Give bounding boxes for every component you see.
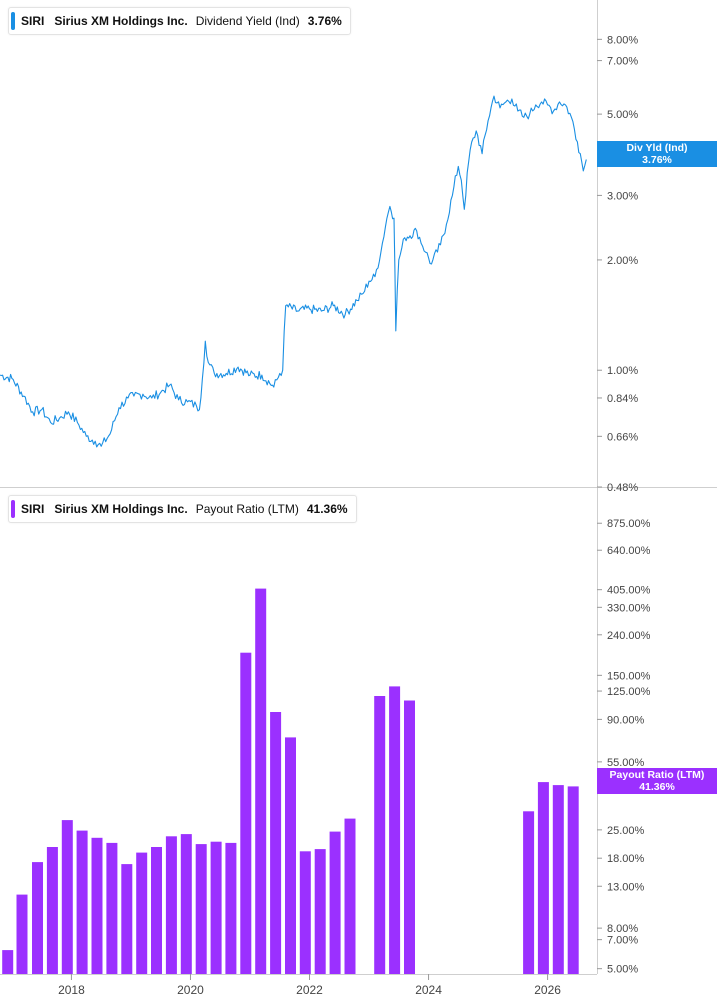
dividend-yield-line [0, 95, 587, 448]
y-tick-label: 2.00% [607, 255, 638, 267]
payout-bar [240, 652, 252, 974]
y-tick-label: 0.48% [607, 482, 638, 494]
payout-bar [344, 818, 356, 974]
payout-bar [285, 737, 296, 974]
payout-bar [389, 686, 401, 974]
legend-value: 41.36% [306, 502, 348, 516]
payout-bar [329, 831, 341, 974]
payout-bar [106, 842, 118, 974]
payout-ratio-plot [2, 588, 579, 974]
y-tick-label: 8.00% [607, 923, 638, 935]
div-yld-value-tag: Div Yld (Ind) 3.76% [597, 141, 717, 167]
dividend-yield-legend[interactable]: SIRI Sirius XM Holdings Inc. Dividend Yi… [8, 7, 351, 35]
x-axis-ticks: 2018 2020 2022 2024 2026 [58, 974, 561, 997]
y-tick-label: 90.00% [607, 714, 645, 726]
x-tick-label: 2022 [296, 983, 323, 997]
payout-ratio-legend[interactable]: SIRI Sirius XM Holdings Inc. Payout Rati… [8, 495, 357, 523]
payout-bar [16, 894, 28, 974]
y-tick-label: 25.00% [607, 825, 645, 837]
x-tick-label: 2018 [58, 983, 85, 997]
y-tick-label: 3.00% [607, 190, 638, 202]
y-axis-ticks: 8.00%7.00%5.00%3.00%2.00%1.00%0.84%0.66%… [597, 34, 651, 976]
payout-bar [180, 834, 192, 974]
tag-label: Payout Ratio (LTM) [609, 769, 705, 781]
y-tick-label: 330.00% [607, 602, 651, 614]
payout-bar [91, 837, 103, 974]
payout-bar [537, 782, 549, 974]
y-tick-label: 7.00% [607, 935, 638, 947]
payout-bar [210, 841, 222, 974]
y-tick-label: 1.00% [607, 365, 638, 377]
x-tick-label: 2026 [534, 983, 561, 997]
y-tick-label: 125.00% [607, 686, 651, 698]
payout-bar [121, 864, 133, 974]
payout-bar [374, 696, 386, 974]
x-tick-label: 2020 [177, 983, 204, 997]
y-tick-label: 875.00% [607, 518, 651, 530]
payout-bar [552, 785, 564, 974]
payout-bar [61, 820, 73, 974]
y-tick-label: 8.00% [607, 34, 638, 46]
y-tick-label: 240.00% [607, 630, 651, 642]
tag-value: 41.36% [639, 781, 675, 793]
legend-metric: Dividend Yield (Ind) [195, 14, 300, 28]
y-tick-label: 0.66% [607, 431, 638, 443]
payout-bar [165, 836, 177, 974]
payout-bar [195, 844, 207, 974]
legend-metric: Payout Ratio (LTM) [195, 502, 299, 516]
y-tick-label: 13.00% [607, 881, 645, 893]
payout-bar [314, 849, 326, 974]
payout-bar [270, 712, 282, 974]
y-tick-label: 55.00% [607, 757, 645, 769]
payout-bar [32, 862, 43, 974]
payout-bar [567, 786, 579, 974]
legend-company: Sirius XM Holdings Inc. [54, 14, 188, 28]
x-tick-label: 2024 [415, 983, 442, 997]
yield-legend-swatch [11, 12, 15, 30]
payout-legend-swatch [11, 500, 15, 518]
y-tick-label: 7.00% [607, 56, 638, 68]
payout-bar [404, 700, 415, 974]
tag-label: Div Yld (Ind) [626, 142, 688, 154]
payout-ratio-value-tag: Payout Ratio (LTM) 41.36% [597, 768, 717, 794]
y-tick-label: 18.00% [607, 853, 645, 865]
y-tick-label: 5.00% [607, 109, 638, 121]
payout-bar [523, 811, 535, 974]
tag-value: 3.76% [642, 154, 672, 166]
legend-value: 3.76% [307, 14, 342, 28]
y-tick-label: 5.00% [607, 964, 638, 976]
payout-bar [225, 842, 237, 974]
payout-bar [299, 851, 311, 974]
payout-bar [76, 830, 88, 974]
y-tick-label: 640.00% [607, 545, 651, 557]
legend-ticker: SIRI [21, 14, 45, 28]
legend-company: Sirius XM Holdings Inc. [54, 502, 188, 516]
legend-ticker: SIRI [21, 502, 45, 516]
payout-bar [2, 950, 14, 974]
y-tick-label: 0.84% [607, 393, 638, 405]
payout-bar [136, 852, 148, 974]
payout-bar [151, 847, 162, 974]
payout-bar [255, 588, 267, 974]
payout-bar [46, 847, 58, 974]
y-tick-label: 405.00% [607, 585, 651, 597]
y-tick-label: 150.00% [607, 670, 651, 682]
dividend-yield-plot [0, 95, 587, 448]
